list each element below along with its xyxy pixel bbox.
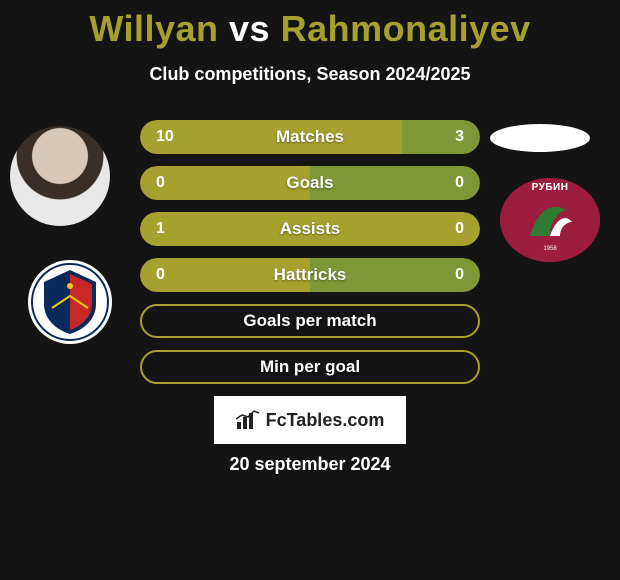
stat-label: Hattricks [140,258,480,292]
player2-photo [490,124,590,152]
stat-label: Goals [140,166,480,200]
stat-row-goals-per-match: Goals per match [140,304,480,338]
stat-row-hattricks: 0 0 Hattricks [140,258,480,292]
stat-label: Assists [140,212,480,246]
vs-label: vs [229,8,270,49]
stats-container: 10 3 Matches 0 0 Goals 1 0 Assists 0 0 H… [140,120,480,396]
chart-icon [236,410,260,430]
stat-label: Goals per match [142,306,478,336]
branding-label: FcTables.com [266,410,385,431]
rubin-badge-title: РУБИН [500,182,600,193]
svg-text:1958: 1958 [543,246,557,252]
stat-row-matches: 10 3 Matches [140,120,480,154]
branding-badge[interactable]: FcTables.com [214,396,406,444]
stat-row-min-per-goal: Min per goal [140,350,480,384]
player2-name: Rahmonaliyev [281,8,531,49]
player2-club-badge: РУБИН 1958 [500,178,600,262]
stat-label: Min per goal [142,352,478,382]
date-label: 20 september 2024 [0,454,620,475]
player1-name: Willyan [89,8,218,49]
stat-row-goals: 0 0 Goals [140,166,480,200]
stat-row-assists: 1 0 Assists [140,212,480,246]
player1-photo [10,126,110,226]
player1-club-badge [28,260,112,344]
stat-label: Matches [140,120,480,154]
subtitle: Club competitions, Season 2024/2025 [0,64,620,85]
cska-badge-icon [28,260,112,344]
comparison-title: Willyan vs Rahmonaliyev [0,0,620,50]
